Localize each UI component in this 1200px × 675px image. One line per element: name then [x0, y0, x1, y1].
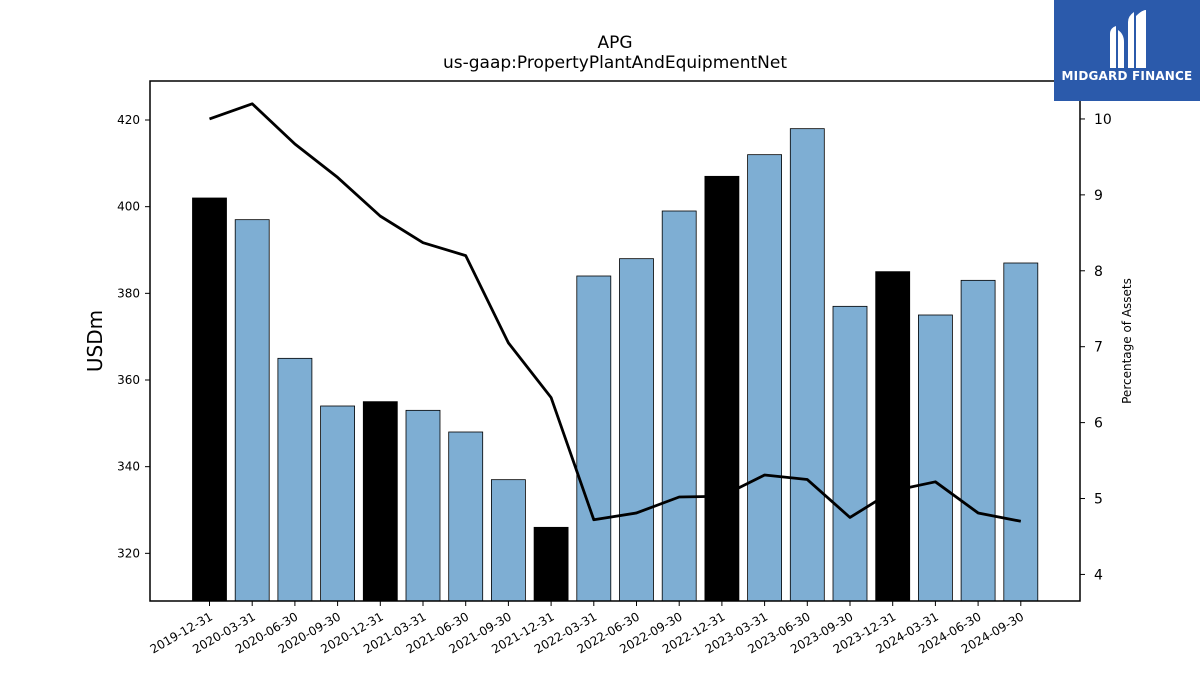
bar-2023-06-30 [789, 128, 825, 602]
y-axis-right: 4 5 6 7 8 9 10 [1080, 112, 1112, 583]
bar-2024-09-30 [1003, 262, 1039, 602]
bar-2023-09-30 [832, 305, 868, 602]
y-tick-label: 320 [117, 546, 140, 560]
y-tick-label: 400 [117, 200, 140, 214]
y2-tick-label: 9 [1094, 188, 1103, 204]
y2-tick-label: 10 [1094, 112, 1112, 128]
bar-2022-12-31 [704, 175, 740, 602]
bar-2021-03-31 [405, 409, 441, 602]
midgard-finance-logo: MIDGARD FINANCE [1054, 0, 1200, 101]
bar-2021-09-30 [490, 479, 526, 602]
y-tick-label: 380 [117, 286, 140, 300]
y2-tick-label: 6 [1094, 416, 1103, 432]
bar-2020-06-30 [277, 357, 313, 602]
bar-2024-06-30 [960, 279, 996, 602]
y2-tick-label: 7 [1094, 340, 1103, 356]
y2-tick-label: 4 [1094, 567, 1103, 583]
chart-subtitle: us-gaap:PropertyPlantAndEquipmentNet [443, 53, 787, 73]
y-tick-label: 360 [117, 373, 140, 387]
line-percentage-of-assets [209, 102, 1022, 523]
bar-2021-12-31 [533, 526, 569, 602]
y2-axis-label: Percentage of Assets [1120, 278, 1134, 404]
y2-tick-label: 8 [1094, 264, 1103, 280]
plot-frame [149, 80, 1081, 602]
bar-2024-03-31 [918, 314, 953, 602]
bar-2021-06-30 [448, 431, 484, 602]
x-axis: 2019-12-312020-03-312020-06-302020-09-30… [148, 601, 1026, 656]
y-axis-left: 320 340 360 380 400 420 [117, 113, 150, 560]
y-tick-label: 340 [117, 460, 140, 474]
bar-2023-03-31 [747, 154, 782, 602]
y2-tick-label: 5 [1094, 492, 1103, 508]
y-axis-label: USDm [83, 310, 107, 372]
bar-2020-12-31 [362, 401, 398, 602]
line-series [209, 102, 1022, 523]
bar-2023-12-31 [875, 271, 911, 602]
logo-text: MIDGARD FINANCE [1061, 69, 1193, 83]
bar-series [192, 128, 1039, 602]
bar-2022-06-30 [619, 258, 654, 602]
bar-2020-03-31 [234, 219, 270, 602]
midgard-logo-icon [1110, 10, 1146, 68]
bar-2019-12-31 [192, 197, 227, 602]
y-tick-label: 420 [117, 113, 140, 127]
bar-2022-09-30 [661, 210, 697, 602]
chart-title: APG [597, 33, 632, 53]
bar-2022-03-31 [576, 275, 612, 602]
bar-2020-09-30 [320, 405, 356, 602]
